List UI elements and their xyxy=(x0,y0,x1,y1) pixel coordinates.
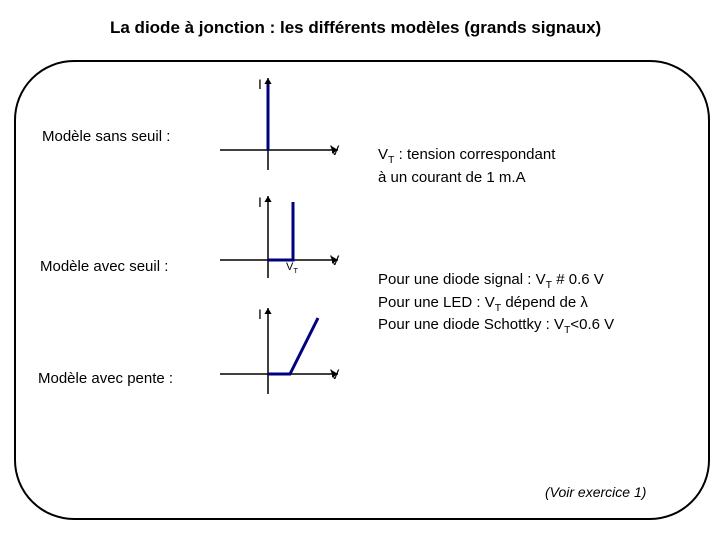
footnote: (Voir exercice 1) xyxy=(545,484,646,500)
vt-definition: VT : tension correspondantà un courant d… xyxy=(378,145,555,187)
model-label-2: Modèle avec seuil : xyxy=(40,258,168,275)
model-label-3: Modèle avec pente : xyxy=(38,370,173,387)
model-label-1: Modèle sans seuil : xyxy=(42,128,170,145)
diode-examples: Pour une diode signal : VT # 0.6 VPour u… xyxy=(378,270,614,338)
iv-charts: IVIVVTIV xyxy=(220,78,360,408)
page-title: La diode à jonction : les différents mod… xyxy=(110,18,601,38)
